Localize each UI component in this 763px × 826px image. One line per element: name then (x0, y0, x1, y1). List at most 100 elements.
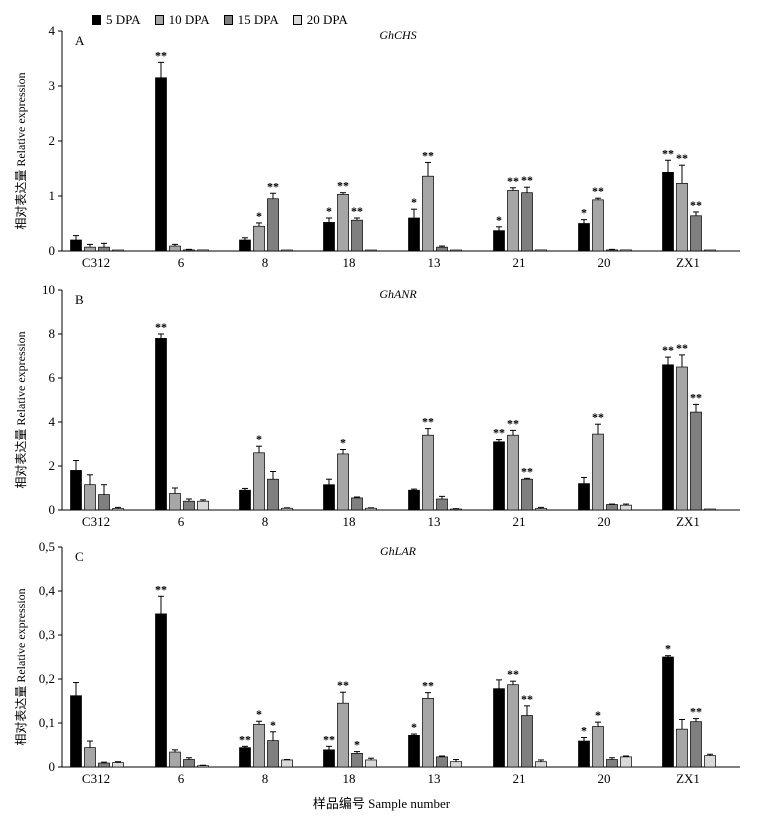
significance-mark: * (256, 432, 262, 446)
significance-mark: ** (521, 692, 533, 706)
panel-c: 0 0,1 0,2 0,3 0,4 0,5 C312 6 8 18 13 21 20 ZX1 C GhLAR 相… (14, 539, 740, 786)
bar (493, 688, 505, 768)
x-tick-label: 6 (178, 255, 185, 270)
significance-mark: * (354, 738, 360, 752)
bar (578, 223, 590, 252)
bar (351, 497, 363, 511)
bar (197, 500, 209, 511)
bar (239, 239, 251, 252)
bar (365, 759, 377, 768)
bar (662, 364, 674, 511)
significance-mark: ** (521, 464, 533, 478)
bar (690, 721, 702, 768)
y-axis-title: 相对表达量 Relative expression (14, 588, 28, 745)
y-tick-label: 4 (49, 23, 56, 38)
significance-mark: * (256, 209, 262, 223)
legend-swatch (292, 15, 302, 25)
bar (493, 441, 505, 511)
x-tick-label: 21 (513, 255, 526, 270)
bar (578, 740, 590, 768)
bar (535, 508, 547, 511)
bar (620, 756, 632, 768)
bar (521, 478, 533, 511)
significance-mark: * (411, 195, 417, 209)
x-tick-label: 21 (513, 514, 526, 529)
y-tick-label: 8 (49, 326, 56, 341)
y-tick-label: 0,3 (39, 627, 55, 642)
bar (169, 245, 181, 252)
bar (70, 239, 82, 252)
bar (408, 217, 420, 252)
bar (507, 190, 519, 252)
x-tick-label: 20 (598, 514, 611, 529)
bar (84, 747, 96, 768)
bar (662, 656, 674, 768)
gene-title: GhANR (379, 287, 417, 301)
significance-mark: ** (690, 390, 702, 404)
bar (408, 734, 420, 768)
y-tick-label: 2 (49, 133, 56, 148)
significance-mark: ** (337, 678, 349, 692)
bar (606, 249, 618, 252)
significance-mark: ** (155, 582, 167, 596)
bar (450, 761, 462, 768)
significance-mark: * (665, 642, 671, 656)
x-tick-label: 8 (262, 771, 269, 786)
panel-b: 0 2 4 6 8 10 C312 6 8 18 13 21 20 ZX1 B GhANR 相对表达量 Rela… (14, 282, 740, 529)
legend-swatch (154, 15, 164, 25)
bar (337, 194, 349, 252)
x-tick-label: ZX1 (676, 514, 700, 529)
legend: 5 DPA 10 DPA 15 DPA 20 DPA (92, 12, 348, 28)
bar (112, 762, 124, 768)
bar (183, 759, 195, 768)
bar (690, 411, 702, 511)
bar (253, 723, 265, 768)
bar (521, 715, 533, 768)
x-tick-label: 13 (428, 771, 441, 786)
bar (112, 249, 124, 252)
bar (323, 484, 335, 511)
bar (436, 498, 448, 511)
x-tick-label: 8 (262, 514, 269, 529)
panel-label: B (75, 292, 84, 307)
bar (422, 434, 434, 511)
y-tick-label: 6 (49, 370, 56, 385)
bar (98, 246, 110, 252)
significance-mark: * (256, 707, 262, 721)
bar (521, 192, 533, 252)
y-tick-label: 0 (49, 502, 56, 517)
gene-title: GhCHS (379, 28, 416, 42)
bar (351, 219, 363, 252)
bar (337, 453, 349, 511)
significance-mark: ** (351, 204, 363, 218)
bar (253, 452, 265, 511)
significance-mark: ** (422, 679, 434, 693)
y-axis-title: 相对表达量 Relative expression (14, 331, 28, 488)
bar (70, 695, 82, 768)
significance-mark: * (595, 708, 601, 722)
significance-mark: ** (422, 415, 434, 429)
significance-mark: ** (493, 426, 505, 440)
significance-mark: ** (507, 416, 519, 430)
significance-mark: ** (422, 148, 434, 162)
bar (239, 747, 251, 768)
bar (704, 755, 716, 768)
y-tick-label: 0 (49, 759, 56, 774)
y-tick-label: 1 (49, 188, 56, 203)
x-tick-label: 18 (343, 771, 356, 786)
legend-item-15dpa: 15 DPA (223, 12, 279, 28)
x-axis-title: 样品编号 Sample number (312, 796, 451, 811)
bar (112, 508, 124, 511)
x-tick-label: 6 (178, 771, 185, 786)
x-tick-label: 6 (178, 514, 185, 529)
bar (620, 249, 632, 252)
significance-mark: * (270, 718, 276, 732)
bar (84, 246, 96, 252)
y-tick-label: 0,2 (39, 671, 55, 686)
significance-mark: ** (690, 198, 702, 212)
x-tick-label: C312 (82, 514, 110, 529)
panel-label: A (75, 33, 85, 48)
bar (676, 366, 688, 511)
legend-item-5dpa: 5 DPA (92, 12, 141, 28)
significance-mark: ** (592, 410, 604, 424)
